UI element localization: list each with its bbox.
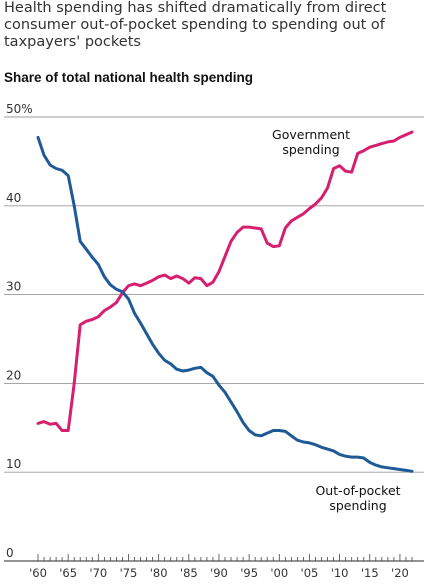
- government-spending-label: Government spending: [272, 127, 350, 157]
- out-of-pocket-line: [36, 135, 414, 473]
- chart-title: Health spending has shifted dramatically…: [4, 0, 387, 50]
- x-tick-label: '95: [240, 566, 258, 580]
- x-tick-label: '75: [120, 566, 138, 580]
- x-tick-label: '90: [210, 566, 228, 580]
- y-tick-label: 30: [6, 280, 21, 294]
- x-tick-label: '60: [29, 566, 47, 580]
- x-tick-label: '00: [270, 566, 288, 580]
- grid-lines: 0 10 20 30 40 50%: [4, 102, 424, 562]
- government-spending-label-line: Government: [272, 127, 350, 142]
- out-of-pocket-label-line: Out-of-pocket: [315, 483, 400, 498]
- x-tick-label: '65: [59, 566, 77, 580]
- x-tick-label: '80: [150, 566, 168, 580]
- x-tick-label: '10: [331, 566, 349, 580]
- x-tick-label: '20: [391, 566, 409, 580]
- x-tick-label: '85: [180, 566, 198, 580]
- y-tick-label: 50%: [6, 102, 33, 116]
- series-lines: [36, 130, 414, 473]
- x-tick-label: '15: [361, 566, 379, 580]
- out-of-pocket-label-line: spending: [329, 498, 386, 513]
- x-tick-label: '70: [89, 566, 107, 580]
- y-tick-label: 20: [6, 368, 21, 382]
- x-tick-label: '05: [301, 566, 319, 580]
- government-spending-line: [36, 130, 414, 432]
- y-tick-label: 40: [6, 191, 21, 205]
- y-tick-label: 10: [6, 457, 21, 471]
- government-spending-label-line: spending: [282, 142, 339, 157]
- out-of-pocket-label: Out-of-pocket spending: [315, 483, 400, 513]
- x-axis: '60 '65 '70 '75 '80 '85 '90 '95 '00 '05 '10 '15 '20: [29, 554, 413, 580]
- chart-subtitle: Share of total national health spending: [4, 70, 254, 85]
- y-tick-label: 0: [6, 546, 14, 560]
